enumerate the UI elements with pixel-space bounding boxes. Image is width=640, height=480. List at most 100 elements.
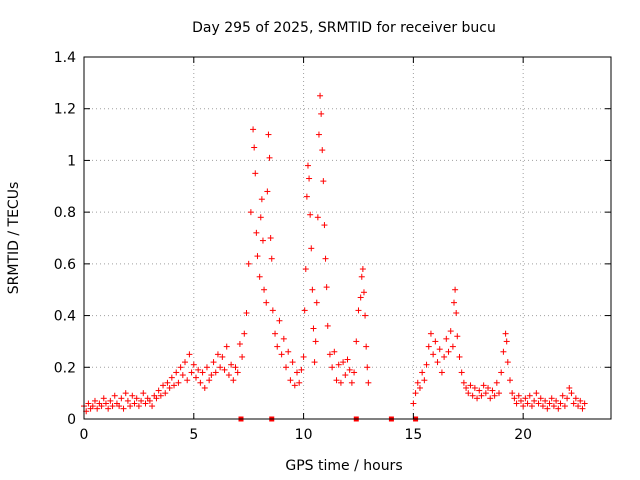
- data-point: [465, 390, 472, 397]
- x-tick-labels: 0 5 10 15 20: [80, 427, 533, 443]
- data-point: [263, 299, 270, 306]
- data-point: [364, 364, 371, 371]
- data-point: [239, 353, 246, 360]
- data-point: [458, 369, 465, 376]
- data-point: [425, 343, 432, 350]
- data-point: [298, 366, 305, 373]
- data-point: [326, 351, 333, 358]
- data-point: [171, 382, 178, 389]
- data-point: [445, 348, 452, 355]
- data-point: [302, 266, 309, 273]
- data-point: [443, 335, 450, 342]
- data-point: [85, 400, 92, 407]
- data-point: [208, 372, 215, 379]
- data-point: [503, 338, 510, 345]
- x-tick-label: 20: [514, 427, 532, 443]
- data-point: [283, 364, 290, 371]
- data-point: [289, 359, 296, 366]
- data-point: [467, 382, 474, 389]
- data-point: [522, 395, 529, 402]
- data-point: [509, 390, 516, 397]
- y-tick-label: 0: [67, 412, 76, 428]
- data-point: [555, 405, 562, 412]
- data-point: [489, 387, 496, 394]
- data-point: [111, 392, 118, 399]
- data-point: [500, 348, 507, 355]
- data-point: [559, 392, 566, 399]
- y-tick-label: 0.8: [54, 205, 76, 221]
- data-point: [109, 403, 116, 410]
- data-point: [100, 395, 107, 402]
- data-point: [482, 390, 489, 397]
- data-point: [254, 253, 261, 260]
- data-point: [506, 377, 513, 384]
- data-point: [317, 92, 324, 99]
- data-point: [140, 390, 147, 397]
- data-point: [291, 382, 298, 389]
- data-point: [203, 364, 210, 371]
- data-point: [149, 403, 156, 410]
- data-point: [256, 273, 263, 280]
- data-point: [430, 351, 437, 358]
- data-point: [463, 384, 470, 391]
- data-point: [184, 377, 191, 384]
- data-point: [335, 361, 342, 368]
- data-point: [225, 372, 232, 379]
- data-point: [355, 307, 362, 314]
- y-tick-label: 1.2: [54, 102, 76, 118]
- data-point: [247, 209, 254, 216]
- data-point: [452, 286, 459, 293]
- data-point: [520, 403, 527, 410]
- data-point: [344, 356, 351, 363]
- data-point: [306, 175, 313, 182]
- y-tick-label: 0.6: [54, 257, 76, 273]
- data-point: [257, 214, 264, 221]
- data-point: [122, 390, 129, 397]
- data-point: [267, 235, 274, 241]
- y-tick-label: 1: [67, 153, 76, 169]
- data-point: [107, 397, 114, 404]
- data-point: [264, 188, 271, 195]
- data-point: [287, 377, 294, 384]
- data-point: [432, 338, 439, 345]
- data-point: [362, 312, 369, 319]
- data-point: [340, 359, 347, 366]
- data-point: [412, 390, 419, 397]
- data-point: [421, 377, 428, 384]
- data-point: [245, 260, 252, 267]
- data-point: [234, 369, 241, 376]
- data-point: [353, 338, 360, 345]
- data-point: [548, 395, 555, 402]
- y-axis-label: SRMTID / TECUs: [6, 182, 22, 295]
- data-point: [217, 364, 224, 371]
- x-tick-label: 15: [404, 427, 422, 443]
- x-tick-label: 10: [295, 427, 313, 443]
- data-point: [94, 405, 101, 412]
- data-point: [301, 307, 308, 314]
- data-point: [228, 361, 235, 368]
- data-point: [307, 211, 314, 218]
- data-point: [414, 379, 421, 386]
- data-point: [423, 361, 430, 368]
- data-point: [300, 353, 307, 360]
- data-point: [241, 330, 248, 337]
- data-point: [524, 400, 531, 407]
- data-point: [546, 400, 553, 407]
- data-point: [346, 366, 353, 373]
- data-point: [331, 348, 338, 355]
- data-point: [251, 144, 258, 151]
- data-point: [493, 379, 500, 386]
- data-point: [182, 359, 189, 366]
- data-point: [261, 286, 268, 293]
- data-point: [214, 351, 221, 358]
- data-point: [460, 379, 467, 386]
- data-point: [252, 170, 259, 177]
- data-point: [504, 359, 511, 366]
- data-point: [526, 392, 533, 399]
- data-point: [449, 343, 456, 350]
- data-point: [197, 379, 204, 386]
- data-point: [276, 317, 283, 324]
- data-point: [175, 379, 182, 386]
